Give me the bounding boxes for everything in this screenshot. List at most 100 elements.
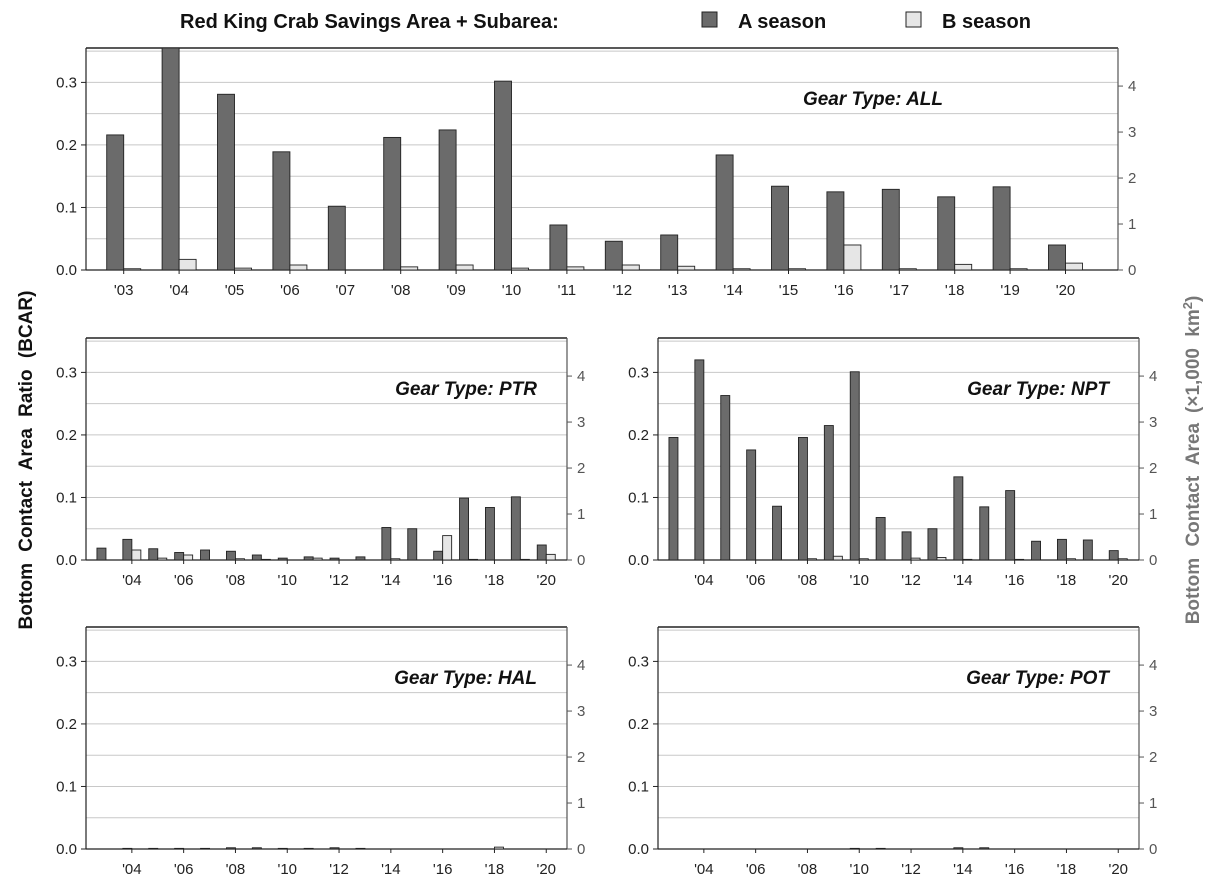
bar-b-2003 xyxy=(123,268,142,271)
x-tick-label: '16 xyxy=(433,861,453,878)
bar-a-2020 xyxy=(1048,244,1066,271)
bar-a-2010 xyxy=(494,80,512,271)
bar-b-2015 xyxy=(788,268,806,271)
y-tick-label: 0.1 xyxy=(56,199,77,216)
x-tick-label: '12 xyxy=(329,861,349,878)
bar-a-2020 xyxy=(536,544,547,561)
x-tick-label: '06 xyxy=(746,861,766,878)
bar-a-2005 xyxy=(720,395,731,561)
bar-a-2006 xyxy=(174,552,185,561)
bar-b-2009 xyxy=(832,555,843,561)
bar-b-2010 xyxy=(858,558,869,561)
y2-tick-label: 1 xyxy=(1128,216,1136,233)
bar-a-2014 xyxy=(953,847,964,850)
y-tick-label: 0.3 xyxy=(628,364,649,381)
y-tick-label: 0.2 xyxy=(56,137,77,154)
bar-b-2018 xyxy=(954,263,973,271)
y2-tick-label: 0 xyxy=(1149,841,1157,858)
bar-b-2017 xyxy=(468,558,478,561)
y-axis-label-left: Bottom Contact Area Ratio (BCAR) xyxy=(16,291,37,630)
x-tick-label: '08 xyxy=(798,572,818,589)
bar-a-2014 xyxy=(953,476,964,561)
bar-a-2015 xyxy=(979,506,990,561)
bar-b-2008 xyxy=(400,266,419,271)
y2-tick-label: 1 xyxy=(1149,506,1157,523)
x-tick-label: '12 xyxy=(901,861,921,878)
bar-a-2011 xyxy=(303,556,314,561)
y-tick-label: 0.0 xyxy=(628,552,649,569)
x-tick-label: '14 xyxy=(953,572,973,589)
bar-b-2011 xyxy=(312,557,323,561)
legend-label-a: A season xyxy=(738,11,826,33)
x-tick-label: '18 xyxy=(1057,572,1077,589)
bar-a-2018 xyxy=(937,196,956,271)
x-tick-label: '18 xyxy=(945,282,965,299)
x-tick-label: '20 xyxy=(536,572,556,589)
y2-tick-label: 1 xyxy=(577,506,585,523)
bar-a-2011 xyxy=(549,224,568,271)
bar-b-2013 xyxy=(677,265,696,271)
bar-a-2012 xyxy=(329,557,340,561)
y2-tick-label: 4 xyxy=(1149,657,1157,674)
bar-a-2012 xyxy=(901,531,912,561)
bar-a-2010 xyxy=(849,847,860,850)
y-tick-label: 0.1 xyxy=(56,778,77,795)
y-tick-label: 0.3 xyxy=(56,74,77,91)
bar-a-2004 xyxy=(694,359,705,561)
y2-tick-label: 2 xyxy=(1149,749,1157,766)
y2-tick-label: 2 xyxy=(577,460,585,477)
bar-a-2005 xyxy=(148,548,159,561)
bar-a-2018 xyxy=(485,507,495,561)
x-tick-label: '10 xyxy=(849,861,869,878)
legend-swatch-a xyxy=(701,11,718,28)
y2-tick-label: 0 xyxy=(1149,552,1157,569)
gear-type-label: Gear Type: PTR xyxy=(395,379,537,400)
x-tick-label: '03 xyxy=(114,282,134,299)
bar-a-2004 xyxy=(161,47,180,271)
bar-b-2014 xyxy=(732,268,751,271)
x-tick-label: '16 xyxy=(834,282,854,299)
x-tick-label: '06 xyxy=(174,861,194,878)
legend-label-b: B season xyxy=(942,11,1031,33)
x-tick-label: '16 xyxy=(1005,861,1025,878)
bar-b-2016 xyxy=(442,535,453,561)
bar-b-2018 xyxy=(1065,558,1076,561)
y-axis-label-right: Bottom Contact Area (×1,000 km2) xyxy=(1180,296,1204,625)
y2-tick-label: 1 xyxy=(577,795,585,812)
bar-b-2006 xyxy=(183,554,194,561)
bar-a-2007 xyxy=(327,205,346,271)
gear-type-label: Gear Type: POT xyxy=(966,668,1110,689)
bar-a-2013 xyxy=(355,556,366,561)
bar-b-2020 xyxy=(1117,558,1128,561)
bar-a-2008 xyxy=(225,847,236,850)
y-axis-label-right-unit-post: ) xyxy=(1183,296,1204,302)
bar-a-2008 xyxy=(383,136,402,271)
x-tick-label: '10 xyxy=(849,572,869,589)
x-tick-label: '11 xyxy=(558,282,576,299)
bar-b-2014 xyxy=(390,558,401,561)
bar-a-2013 xyxy=(355,847,366,850)
panel-npt: 0.0 0.1 0.2 0.3 0 1 2 3 4 '04 '06 '08 '10 '12 '14 '16 '1… xyxy=(628,337,1157,589)
gear-type-label: Gear Type: HAL xyxy=(394,668,537,689)
y-axis-label-right-unit-sup: 2 xyxy=(1180,302,1195,309)
bar-a-2020 xyxy=(1108,550,1119,561)
bar-b-2008 xyxy=(234,558,245,561)
bar-a-2019 xyxy=(510,496,521,561)
y2-tick-label: 3 xyxy=(1128,124,1136,141)
x-tick-label: '16 xyxy=(1005,572,1025,589)
bar-a-2010 xyxy=(277,847,288,850)
y-tick-label: 0.0 xyxy=(56,552,77,569)
bar-b-2004 xyxy=(178,258,197,271)
x-tick-label: '06 xyxy=(746,572,766,589)
x-tick-label: '20 xyxy=(1056,282,1076,299)
y2-tick-label: 4 xyxy=(1149,368,1157,385)
x-tick-label: '18 xyxy=(485,861,505,878)
x-tick-label: '17 xyxy=(890,282,910,299)
x-tick-label: '18 xyxy=(485,572,505,589)
bar-a-2017 xyxy=(881,188,900,271)
bar-a-2016 xyxy=(433,550,444,561)
y-tick-label: 0.2 xyxy=(56,716,77,733)
bar-a-2005 xyxy=(217,93,235,271)
x-tick-label: '07 xyxy=(336,282,356,299)
